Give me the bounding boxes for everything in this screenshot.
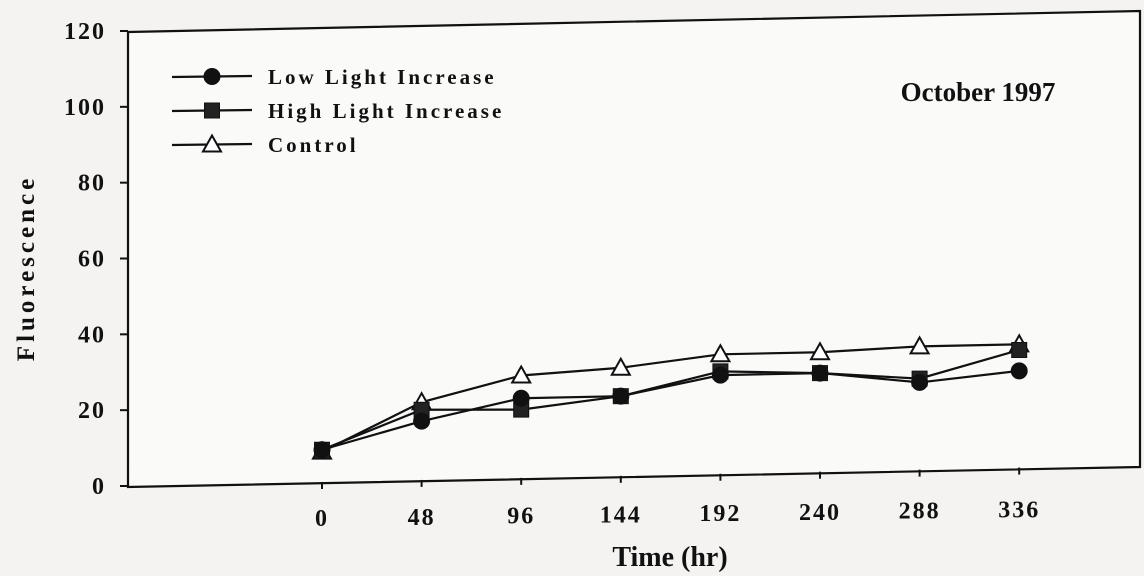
legend-entry: Low Light Increase [171, 65, 497, 89]
x-axis-title: Time (hr) [612, 542, 727, 573]
series-layer [311, 333, 1030, 460]
point-triangle [908, 335, 931, 355]
point-circle [413, 412, 431, 430]
point-circle [612, 387, 630, 405]
x-tick-label: 240 [799, 500, 841, 526]
point-circle [512, 389, 530, 407]
point-square [1011, 342, 1028, 359]
chart-annotation: October 1997 [901, 77, 1056, 107]
point-circle [1010, 362, 1028, 380]
x-tick-label: 0 [315, 506, 329, 532]
point-triangle [709, 343, 732, 363]
point-square [204, 102, 220, 119]
legend-label: High Light Increase [268, 99, 504, 123]
legend-label: Low Light Increase [268, 65, 497, 89]
point-circle [313, 441, 331, 459]
point-circle [711, 366, 729, 384]
series-line [321, 369, 1020, 451]
x-tick-label: 336 [998, 497, 1040, 523]
legend-label: Control [268, 133, 359, 157]
point-circle [911, 373, 929, 391]
y-tick-label: 40 [78, 322, 106, 348]
y-tick-label: 60 [78, 247, 106, 273]
x-axis-ticks: 0 48 96 144 192 240 288 336 [315, 467, 1040, 532]
x-tick-label: 48 [408, 505, 436, 531]
point-triangle [510, 364, 532, 384]
point-circle [811, 364, 829, 382]
y-tick-label: 0 [92, 474, 106, 500]
y-axis-ticks: 0 20 40 60 80 100 120 [64, 19, 128, 500]
series-line [321, 343, 1020, 453]
y-tick-label: 80 [78, 171, 106, 197]
x-tick-label: 96 [507, 504, 535, 530]
y-tick-label: 120 [64, 19, 106, 45]
legend-entry: High Light Increase [171, 99, 504, 123]
legend: Low Light Increase High Light Increase Con… [171, 65, 504, 157]
series-line [321, 348, 1020, 451]
x-tick-label: 144 [600, 502, 642, 528]
y-axis-title: Fluorescence [13, 175, 40, 361]
point-triangle [809, 341, 831, 361]
legend-entry: Control [171, 133, 359, 157]
point-triangle [201, 133, 223, 153]
y-tick-label: 100 [64, 95, 106, 121]
x-tick-label: 288 [899, 499, 941, 525]
point-circle [203, 68, 221, 85]
point-triangle [610, 356, 632, 376]
y-tick-label: 20 [78, 398, 106, 424]
series-circle [313, 362, 1028, 459]
x-tick-label: 192 [699, 501, 741, 527]
